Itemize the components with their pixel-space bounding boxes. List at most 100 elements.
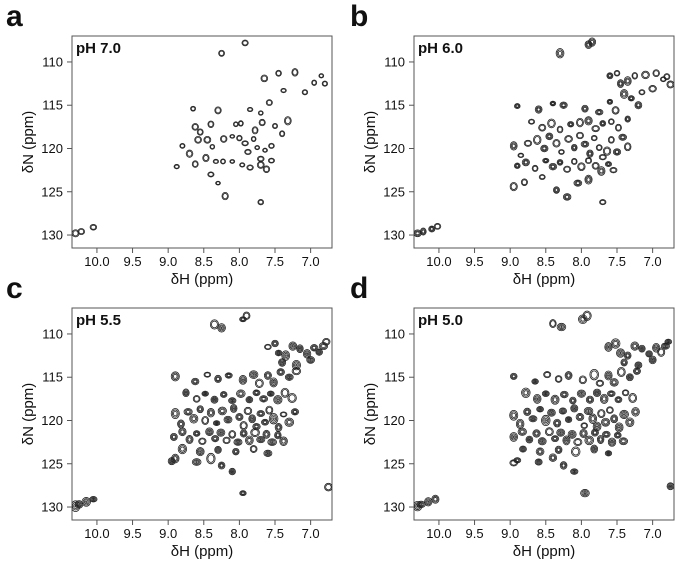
contour-ring xyxy=(199,450,202,453)
x-axis-title: δH (ppm) xyxy=(171,271,234,288)
contour-ring xyxy=(291,409,299,415)
contour-ring xyxy=(619,409,629,419)
peak xyxy=(279,411,288,418)
y-tick-label: 120 xyxy=(41,413,63,428)
peak xyxy=(631,72,639,80)
peak xyxy=(229,134,236,139)
x-tick-label: 9.5 xyxy=(124,526,142,541)
peak xyxy=(207,120,215,128)
contour-ring xyxy=(532,379,538,384)
peak xyxy=(274,423,283,432)
contour-ring xyxy=(628,95,634,101)
contour-ring xyxy=(229,159,236,164)
contour-ring xyxy=(243,312,250,319)
peak xyxy=(509,372,518,380)
contour-ring xyxy=(601,417,611,427)
contour-ring xyxy=(607,73,613,79)
contour-ring xyxy=(635,369,639,373)
contour-ring xyxy=(214,446,222,454)
contour-ring xyxy=(635,362,642,368)
peak xyxy=(590,428,599,437)
contour-ring xyxy=(209,143,216,150)
contour-ring xyxy=(265,373,270,378)
contour-ring xyxy=(647,352,651,356)
peak xyxy=(627,95,635,102)
contour-ring xyxy=(510,433,517,441)
contour-ring xyxy=(571,469,578,474)
contour-ring xyxy=(210,395,219,404)
contour-ring xyxy=(190,105,197,112)
peak xyxy=(179,143,186,149)
contour-ring xyxy=(208,172,214,177)
peak xyxy=(620,358,628,367)
peak xyxy=(216,428,226,437)
contour-ring xyxy=(217,461,226,470)
peak xyxy=(287,392,297,404)
contour-ring xyxy=(621,412,627,417)
peak xyxy=(576,131,584,140)
peak xyxy=(249,445,258,453)
contour-ring xyxy=(271,380,276,385)
y-tick-label: 115 xyxy=(384,98,405,113)
contour-ring xyxy=(591,429,598,436)
contour-ring xyxy=(269,392,272,395)
contour-ring xyxy=(556,322,567,332)
contour-ring xyxy=(321,80,328,87)
contour-ring xyxy=(541,414,551,427)
peak xyxy=(81,497,91,507)
contour-ring xyxy=(586,396,593,403)
peak xyxy=(256,410,266,418)
peak xyxy=(256,435,266,444)
peak xyxy=(614,396,623,404)
contour-ring xyxy=(609,378,619,387)
contour-ring xyxy=(280,87,287,94)
contour-ring xyxy=(559,149,564,155)
contour-ring xyxy=(510,373,517,380)
contour-ring xyxy=(620,438,627,445)
contour-ring xyxy=(191,123,199,131)
contour-ring xyxy=(225,373,232,378)
contour-ring xyxy=(319,73,324,78)
contour-ring xyxy=(555,376,562,382)
contour-ring xyxy=(601,395,608,403)
contour-ring xyxy=(513,457,522,464)
contour-ring xyxy=(247,397,252,402)
ph-label: pH 5.5 xyxy=(76,312,121,329)
contour-ring xyxy=(551,396,559,404)
contour-ring xyxy=(536,460,541,464)
contour-ring xyxy=(523,407,532,416)
contour-ring xyxy=(580,430,587,437)
contour-ring xyxy=(572,447,580,456)
contour-ring xyxy=(247,165,253,170)
peak xyxy=(666,482,674,491)
contour-ring xyxy=(531,417,534,420)
contour-ring xyxy=(546,428,553,436)
peak xyxy=(513,457,522,464)
contour-ring xyxy=(545,132,554,141)
panel-a: a pH 7.0 10.0 9.5 9.0 8.5 8.0 7.5 7.0 110 115 120 1… xyxy=(6,0,333,288)
contour-ring xyxy=(284,373,294,381)
contour-ring xyxy=(571,158,577,165)
contour-ring xyxy=(252,127,258,134)
peak xyxy=(556,125,564,134)
contour-ring xyxy=(534,380,537,383)
contour-ring xyxy=(256,410,266,418)
contour-ring xyxy=(557,159,563,165)
peak xyxy=(553,418,562,428)
contour-ring xyxy=(207,429,212,434)
contour-ring xyxy=(312,345,317,350)
peak xyxy=(177,419,185,429)
peak xyxy=(606,98,614,105)
peaks-layer xyxy=(414,37,674,238)
peak xyxy=(648,85,657,93)
y-tick-label: 130 xyxy=(383,500,405,515)
contour-ring xyxy=(556,428,566,437)
contour-ring xyxy=(635,102,642,109)
contour-ring xyxy=(272,123,278,129)
contour-ring xyxy=(577,132,583,139)
contour-ring xyxy=(292,69,298,76)
ph-label: pH 6.0 xyxy=(418,40,463,57)
contour-ring xyxy=(309,358,312,361)
contour-ring xyxy=(306,352,309,355)
contour-ring xyxy=(533,430,540,437)
